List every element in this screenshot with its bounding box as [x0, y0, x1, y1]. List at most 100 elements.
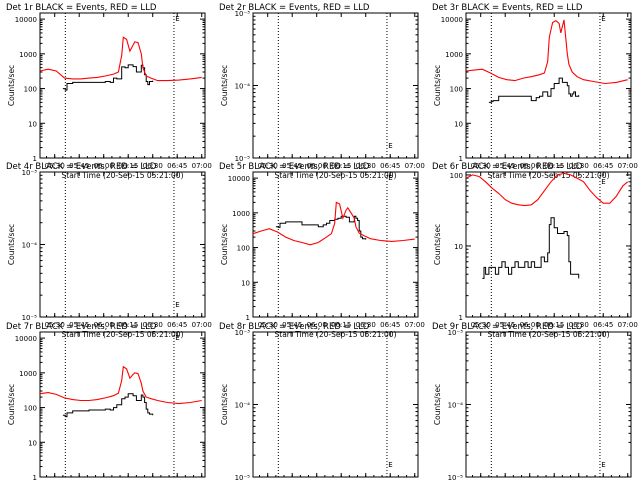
- x-tick-label: 06:30: [143, 162, 163, 170]
- y-axis-label: Counts/sec: [433, 384, 442, 425]
- series-lld-line: [465, 19, 628, 85]
- plot-frame: [465, 12, 632, 159]
- y-tick-label: 10000: [15, 16, 37, 24]
- y-tick-label: 10⁻⁴: [448, 402, 464, 410]
- series-events-line: [62, 393, 154, 418]
- panel-title: Det 7r BLACK = Events, RED = LLD: [6, 322, 157, 332]
- y-axis-label: Counts/sec: [220, 384, 229, 425]
- x-tick-label: 06:30: [143, 321, 163, 329]
- y-tick-label: 10000: [441, 16, 463, 24]
- e-marker-label: E: [601, 178, 605, 186]
- y-tick-label: 10⁻³: [235, 329, 251, 337]
- x-tick-label: 06:00: [94, 162, 114, 170]
- series-events-line: [62, 64, 154, 91]
- y-tick-label: 1: [33, 474, 37, 480]
- y-tick-label: 1000: [445, 51, 463, 59]
- x-tick-label: 06:30: [356, 162, 376, 170]
- x-tick-label: 07:00: [192, 321, 212, 329]
- x-axis-label: Start Time (20-Sep-15 05:21:00): [275, 330, 397, 339]
- plot-frame: [252, 171, 419, 318]
- panel-title: Det 5r BLACK = Events, RED = LLD: [219, 162, 370, 172]
- y-tick-label: 100: [450, 172, 463, 180]
- x-axis-label: Start Time (20-Sep-15 05:21:00): [488, 171, 610, 180]
- y-tick-label: 10⁻⁴: [235, 83, 251, 91]
- series-lld-line: [39, 365, 202, 405]
- y-tick-label: 1: [246, 314, 250, 322]
- x-tick-label: 07:00: [192, 162, 212, 170]
- y-tick-label: 10: [241, 279, 250, 287]
- y-tick-label: 10000: [15, 335, 37, 343]
- x-tick-label: 06:15: [544, 321, 564, 329]
- series-events-line: [275, 215, 367, 240]
- e-marker-label: E: [388, 174, 392, 182]
- y-tick-label: 10⁻⁴: [22, 242, 38, 250]
- e-marker-label: E: [175, 301, 179, 309]
- x-tick-label: 05:45: [69, 162, 89, 170]
- x-axis-label: Start Time (20-Sep-15 05:21:00): [62, 330, 184, 339]
- x-tick-label: 05:45: [282, 321, 302, 329]
- x-axis-label: Start Time (20-Sep-15 05:21:00): [275, 171, 397, 180]
- x-tick-label: 05:30: [45, 162, 65, 170]
- x-tick-label: 06:45: [167, 321, 187, 329]
- y-tick-label: 10⁻⁴: [235, 402, 251, 410]
- y-axis-label: Counts/sec: [220, 224, 229, 265]
- x-tick-label: 05:45: [69, 321, 89, 329]
- plot-frame: [465, 171, 632, 318]
- x-tick-label: 06:45: [593, 162, 613, 170]
- x-axis-label: Start Time (20-Sep-15 05:21:00): [488, 330, 610, 339]
- y-tick-label: 10: [454, 120, 463, 128]
- series-lld-line: [252, 201, 415, 246]
- panel-title: Det 8r BLACK = Events, RED = LLD: [219, 322, 370, 332]
- panel-title: Det 9r BLACK = Events, RED = LLD: [432, 322, 583, 332]
- e-marker-label: E: [601, 461, 605, 469]
- x-tick-label: 06:45: [380, 162, 400, 170]
- y-axis-label: Counts/sec: [433, 65, 442, 106]
- y-tick-label: 1000: [19, 51, 37, 59]
- x-tick-label: 06:00: [520, 321, 540, 329]
- plot-frame: [252, 331, 419, 478]
- x-tick-label: 06:00: [307, 321, 327, 329]
- x-axis-label: Start Time (20-Sep-15 05:21:00): [62, 171, 184, 180]
- plot-frame: [39, 171, 206, 318]
- series-lld-line: [465, 172, 629, 207]
- y-tick-label: 10⁻⁵: [235, 474, 251, 480]
- e-marker-label: E: [388, 142, 392, 150]
- x-tick-label: 07:00: [405, 321, 425, 329]
- x-tick-label: 06:00: [94, 321, 114, 329]
- y-tick-label: 10⁻³: [448, 329, 464, 337]
- x-tick-label: 07:00: [405, 162, 425, 170]
- x-tick-label: 06:15: [331, 162, 351, 170]
- y-axis-label: Counts/sec: [7, 224, 16, 265]
- y-tick-label: 1000: [19, 370, 37, 378]
- y-tick-label: 1: [459, 155, 463, 163]
- y-axis-label: Counts/sec: [7, 65, 16, 106]
- plot-frame: [465, 331, 632, 478]
- x-tick-label: 05:30: [258, 162, 278, 170]
- y-tick-label: 10: [28, 120, 37, 128]
- x-tick-label: 06:00: [307, 162, 327, 170]
- x-tick-label: 07:00: [618, 321, 638, 329]
- x-tick-label: 05:30: [471, 321, 491, 329]
- e-marker-label: E: [388, 461, 392, 469]
- y-tick-label: 10: [28, 439, 37, 447]
- y-tick-label: 10⁻⁵: [22, 314, 38, 322]
- x-tick-label: 05:30: [471, 162, 491, 170]
- y-tick-label: 10⁻⁵: [235, 155, 251, 163]
- e-marker-label: E: [601, 15, 605, 23]
- y-tick-label: 100: [24, 86, 37, 94]
- y-tick-label: 10: [454, 243, 463, 251]
- y-tick-label: 100: [450, 86, 463, 94]
- y-tick-label: 100: [237, 245, 250, 253]
- y-tick-label: 1: [33, 155, 37, 163]
- x-tick-label: 05:45: [495, 162, 515, 170]
- e-marker-label: E: [175, 334, 179, 342]
- x-tick-label: 05:30: [258, 321, 278, 329]
- x-tick-label: 06:45: [167, 162, 187, 170]
- y-tick-label: 10⁻⁵: [448, 474, 464, 480]
- x-tick-label: 06:15: [544, 162, 564, 170]
